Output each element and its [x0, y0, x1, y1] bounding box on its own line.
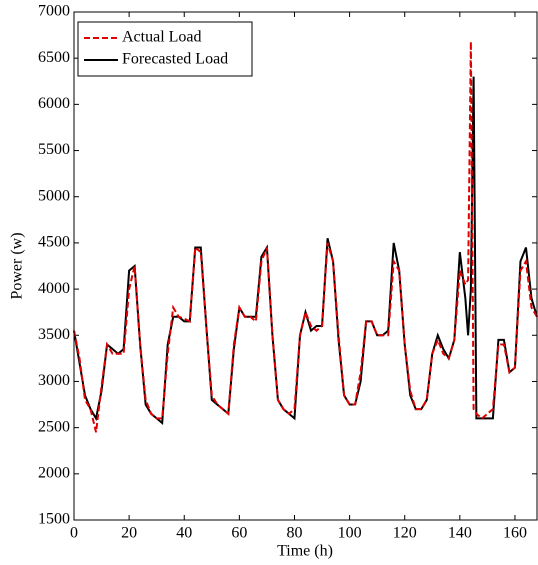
- plot-frame: [73, 11, 538, 521]
- x-tick-label: 20: [121, 525, 137, 542]
- legend-label: Actual Load: [122, 29, 202, 46]
- x-tick-label: 40: [176, 525, 192, 542]
- y-tick-label: 3000: [38, 372, 70, 389]
- y-tick-label: 5500: [38, 141, 70, 158]
- x-tick-label: 160: [503, 525, 527, 542]
- y-tick-label: 3500: [38, 326, 70, 343]
- x-tick-label: 80: [286, 525, 302, 542]
- y-tick-label: 1500: [38, 511, 70, 528]
- x-tick-label: 120: [393, 525, 417, 542]
- y-tick-label: 2000: [38, 464, 70, 481]
- y-axis-label: Power (w): [9, 232, 26, 299]
- x-tick-label: 140: [448, 525, 472, 542]
- y-tick-label: 5000: [38, 187, 70, 204]
- y-tick-label: 4000: [38, 280, 70, 297]
- data-line: [73, 41, 538, 433]
- y-tick-label: 4500: [38, 234, 70, 251]
- legend-label: Forecasted Load: [122, 51, 228, 68]
- y-tick-label: 7000: [38, 3, 70, 20]
- y-tick-label: 2500: [38, 418, 70, 435]
- legend-box: [77, 21, 253, 77]
- y-tick-label: 6500: [38, 49, 70, 66]
- x-tick-label: 0: [70, 525, 78, 542]
- x-tick-label: 100: [338, 525, 362, 542]
- y-tick-label: 6000: [38, 95, 70, 112]
- x-tick-label: 60: [231, 525, 247, 542]
- x-axis-label: Time (h): [277, 543, 333, 560]
